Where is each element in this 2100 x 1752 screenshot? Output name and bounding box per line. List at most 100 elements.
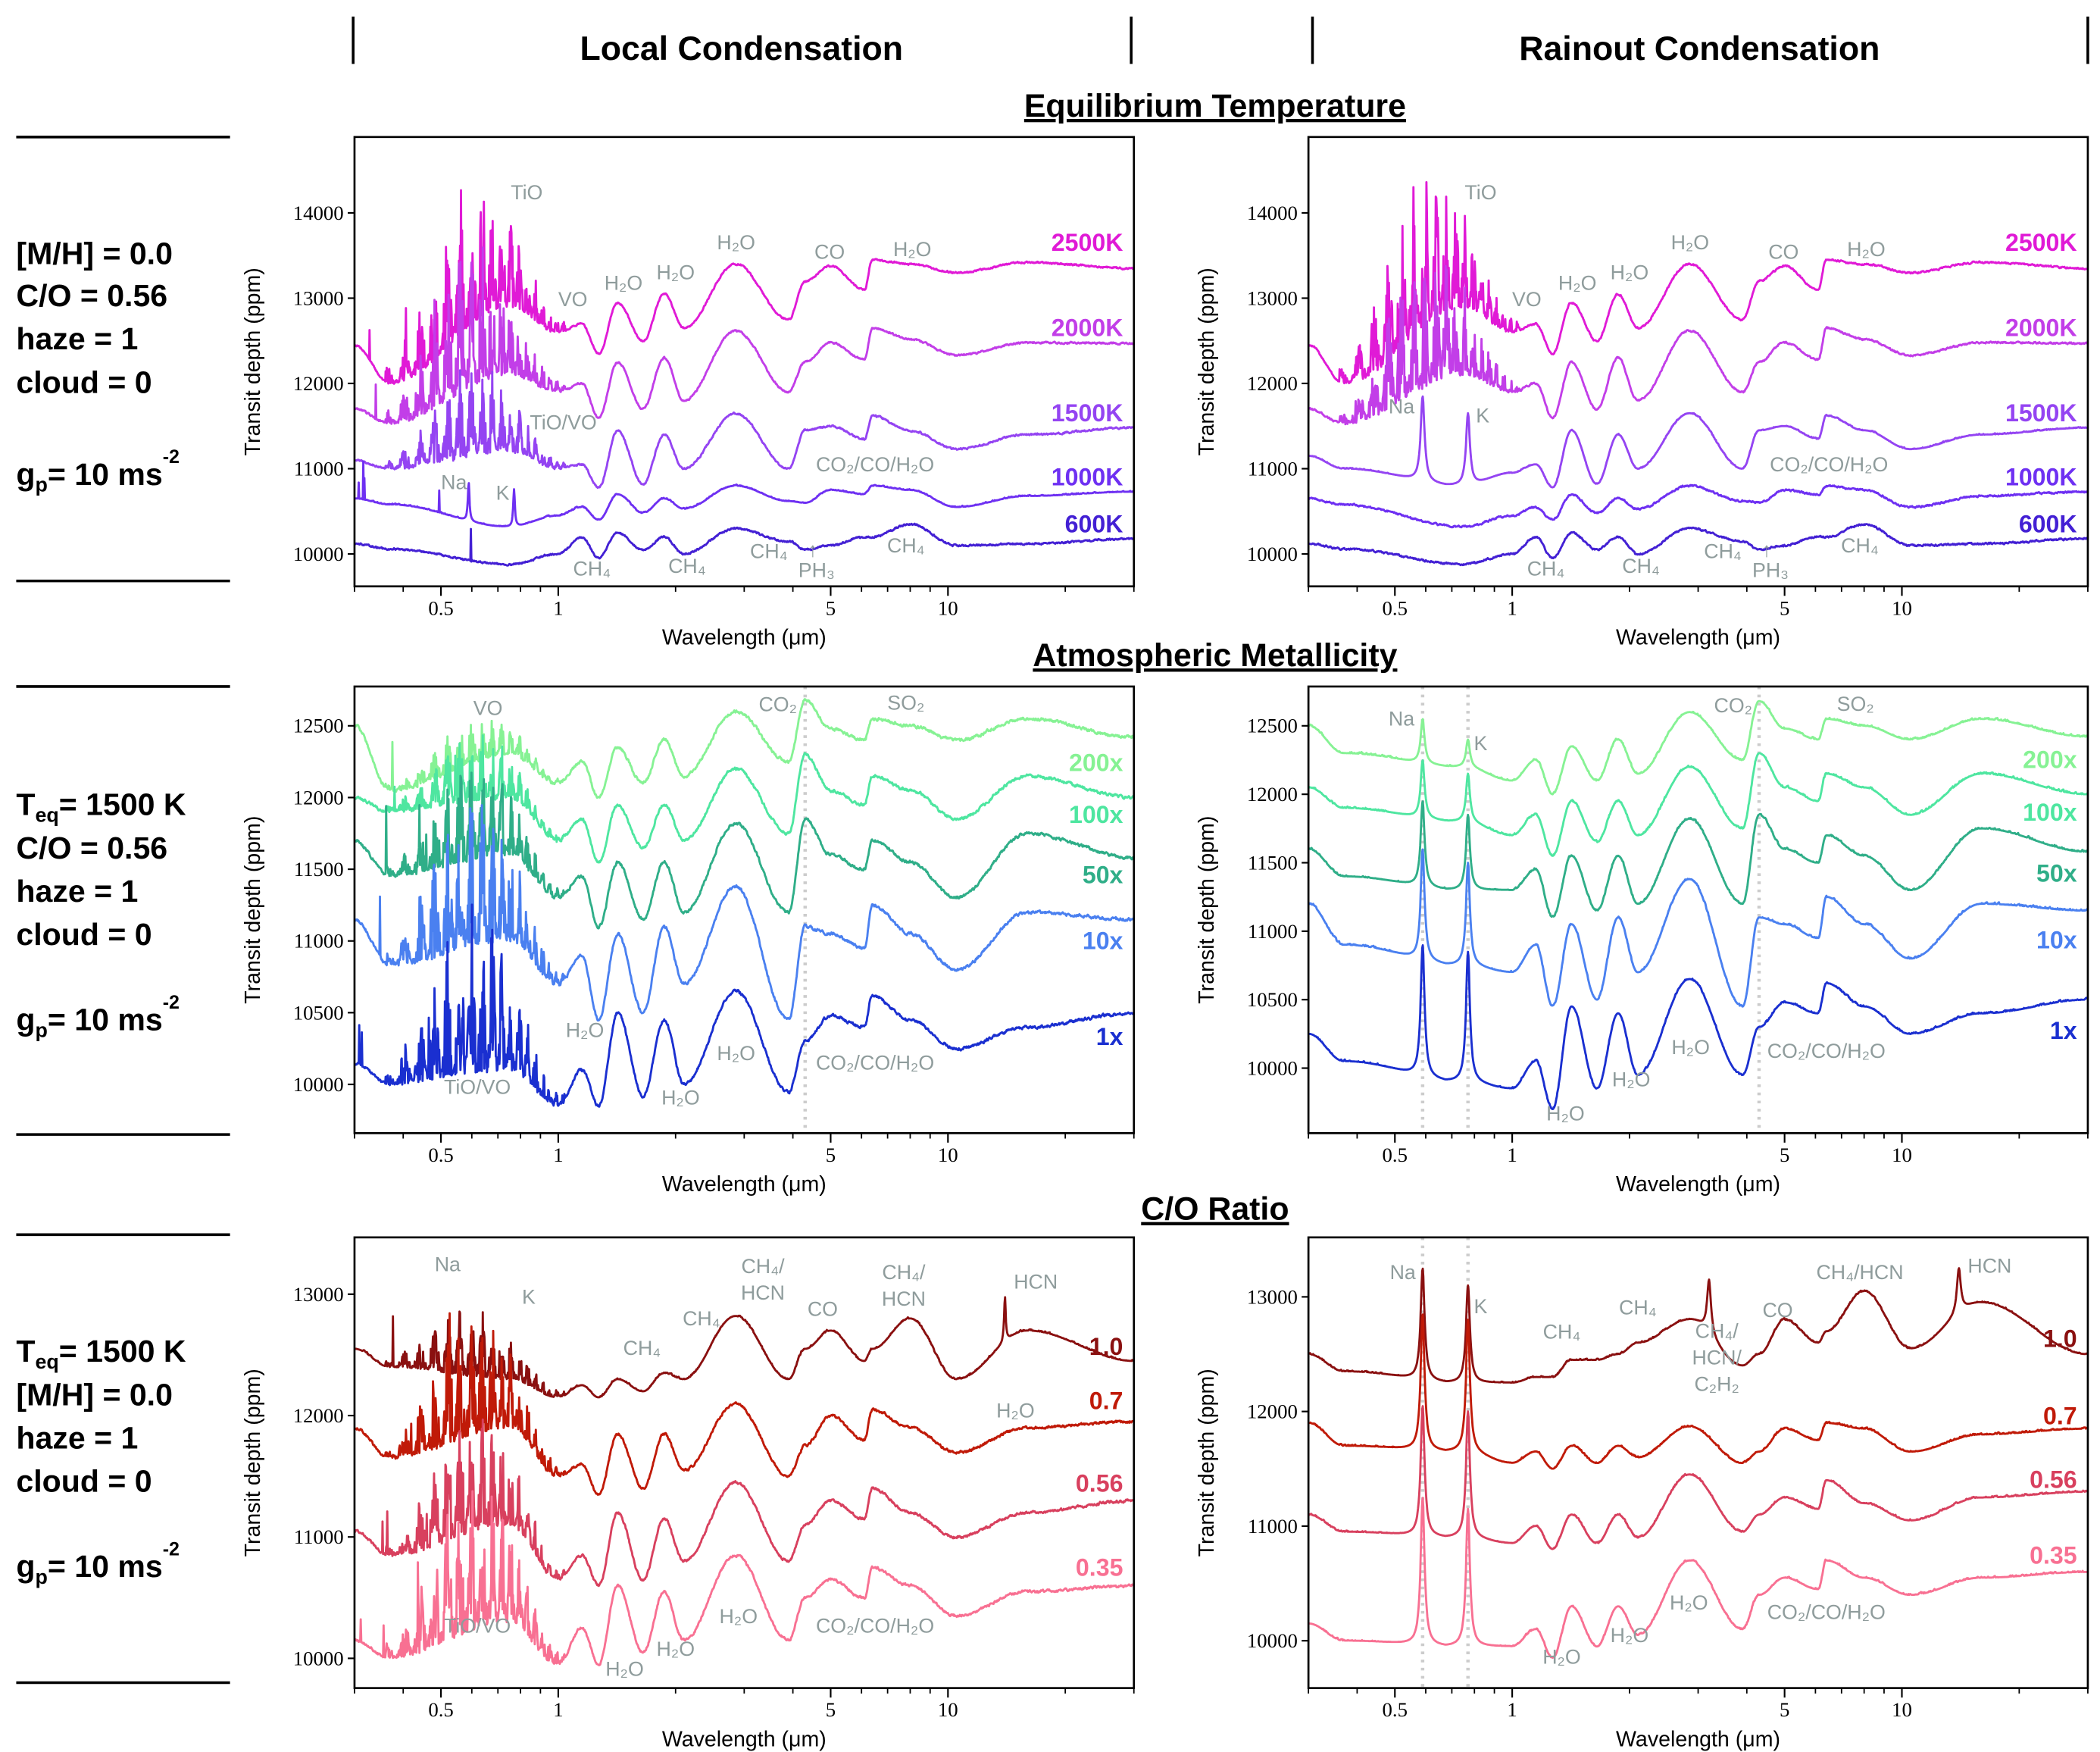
series-label: 50x [2036, 860, 2077, 887]
annotation-label: VO [558, 288, 588, 311]
x-tick-label: 1 [553, 1143, 563, 1166]
series-label: 2000K [2005, 314, 2077, 342]
spectrum-line-0.7 [354, 1312, 1134, 1496]
y-tick-label: 12500 [1247, 715, 1298, 737]
annotation-label: TiO/VO [444, 1076, 511, 1099]
annotation-label: Na [441, 471, 467, 493]
parameter-segment: haze = 1 [16, 874, 138, 909]
y-tick-label: 11000 [1248, 1515, 1298, 1538]
annotation-label: CO₂/CO/H₂O [1767, 1601, 1886, 1624]
annotation-label: CO₂/CO/H₂O [816, 453, 934, 476]
annotation-label: CH₄ [573, 558, 611, 580]
series-label: 600K [1065, 510, 1123, 537]
y-axis-label: Transit depth (ppm) [241, 1369, 265, 1556]
annotation-label: H₂O [717, 231, 755, 254]
annotation-label: Na [1389, 708, 1414, 731]
annotation-label: K [522, 1285, 536, 1308]
spectrum-panel: 1.0 0.7 0.56 0.35 Na K CH₄ CH₄ CH₄/HCN CO CH₄/HCN H… [241, 1236, 1136, 1751]
x-tick-label: 0.5 [428, 596, 453, 619]
y-tick-label: 10000 [293, 543, 344, 565]
column-header-local: Local Condensation [580, 30, 903, 67]
annotation-label: HCN [882, 1287, 926, 1310]
annotation-label: CO [808, 1297, 838, 1320]
y-tick-label: 11500 [1248, 851, 1298, 874]
spectrum-panel: 1.0 0.7 0.56 0.35 Na K CH₄ CH₄ CH₄/HCN/C₂H₂ CO CH₄… [1195, 1236, 2089, 1751]
x-tick-label: 5 [826, 596, 836, 619]
annotation-label: H₂O [656, 1638, 695, 1660]
annotation-label: H₂O [1612, 1068, 1651, 1091]
y-tick-label: 11000 [294, 1525, 344, 1548]
spectrum-panel: 2500K 2000K 1500K 1000K 600K TiO VO H₂O H₂O H₂O CO… [241, 136, 1136, 650]
x-axis-label: Wavelength (μm) [1616, 1727, 1780, 1751]
parameter-segment: eq [36, 1350, 59, 1373]
series-label: 1.0 [2043, 1325, 2077, 1352]
y-axis-label: Transit depth (ppm) [1195, 1369, 1219, 1556]
x-axis-label: Wavelength (μm) [662, 1727, 827, 1751]
annotation-label: CH₄/HCN [1816, 1261, 1903, 1284]
y-tick-label: 10500 [293, 1001, 344, 1024]
series-label: 100x [2023, 799, 2077, 826]
annotation-label: VO [473, 696, 503, 719]
series-label: 10x [1083, 927, 1123, 954]
annotation-label: K [1474, 1295, 1488, 1318]
y-axis-label: Transit depth (ppm) [1195, 267, 1219, 455]
series-label: 1x [2050, 1017, 2077, 1044]
spectrum-line-0.35 [1308, 1497, 2088, 1660]
spectrum-line-0.56 [354, 1418, 1134, 1588]
annotation-label: H₂O [1671, 1036, 1710, 1059]
parameter-label: C/O = 0.56 [16, 278, 167, 313]
x-tick-label: 0.5 [1383, 1698, 1408, 1721]
parameter-label: gp = 10 ms-2 [16, 446, 180, 496]
annotation-label: H₂O [1558, 272, 1597, 295]
annotation-label: PH₃ [1752, 558, 1789, 581]
series-label: 1500K [1052, 399, 1123, 427]
annotation-label: H₂O [717, 1042, 755, 1065]
x-tick-label: 0.5 [428, 1698, 453, 1721]
spectrum-line-10x [1308, 848, 2088, 1008]
series-label: 1x [1096, 1023, 1123, 1050]
column-headers: Local Condensation Rainout Condensation [352, 16, 2089, 67]
parameter-segment: haze = 1 [16, 1421, 138, 1456]
spectrum-line-10x [354, 804, 1134, 1022]
x-tick-label: 10 [938, 1143, 958, 1166]
x-tick-label: 5 [1780, 596, 1789, 619]
x-tick-label: 0.5 [428, 1143, 453, 1166]
annotation-label: CH₄ [1622, 555, 1660, 577]
annotation-label: CO₂/CO/H₂O [1770, 453, 1888, 476]
x-axis-label: Wavelength (μm) [1616, 626, 1780, 650]
annotation-label: CH₄ [1527, 558, 1565, 580]
parameter-label: gp = 10 ms-2 [16, 992, 180, 1042]
x-tick-label: 10 [1892, 596, 1912, 619]
annotation-label: VO [1512, 288, 1542, 311]
parameter-segment: g [16, 1549, 35, 1584]
annotation-label: HCN/ [1692, 1346, 1742, 1369]
plot-frame [1307, 136, 2089, 588]
x-tick-label: 5 [826, 1143, 836, 1166]
annotation-label: ↑ [1761, 538, 1771, 561]
parameter-segment: T [16, 1334, 35, 1369]
series-label: 0.35 [2030, 1541, 2077, 1569]
y-axis-label: Transit depth (ppm) [241, 816, 265, 1004]
parameter-segment: C/O = 0.56 [16, 278, 167, 313]
spectrum-line-200x [1308, 699, 2088, 796]
y-tick-label: 12000 [1247, 372, 1298, 395]
annotation-label: H₂O [656, 261, 695, 284]
annotation-label: H₂O [719, 1605, 758, 1628]
row-title-metallicity: Atmospheric Metallicity [1033, 637, 1397, 674]
spectrum-line-1000K [1308, 483, 2088, 529]
annotation-label: CO [1762, 1299, 1792, 1322]
spectrum-line-2500K [1308, 181, 2088, 385]
spectrum-line-1000K [354, 460, 1134, 527]
annotation-label: CH₄ [1841, 534, 1879, 557]
annotation-label: CH₄ [1619, 1297, 1657, 1319]
spectrum-line-0.35 [354, 1490, 1134, 1666]
spectrum-line-1x [1308, 944, 2088, 1110]
parameter-segment: cloud = 0 [16, 364, 152, 399]
spectrum-line-1.0 [1308, 1267, 2088, 1384]
annotation-label: H₂O [1671, 231, 1710, 254]
annotation-label: K [496, 482, 510, 505]
x-tick-label: 1 [1507, 1143, 1517, 1166]
parameter-segment: -2 [163, 992, 180, 1013]
parameter-label: [M/H] = 0.0 [16, 1377, 173, 1412]
series-label: 100x [1069, 801, 1123, 828]
